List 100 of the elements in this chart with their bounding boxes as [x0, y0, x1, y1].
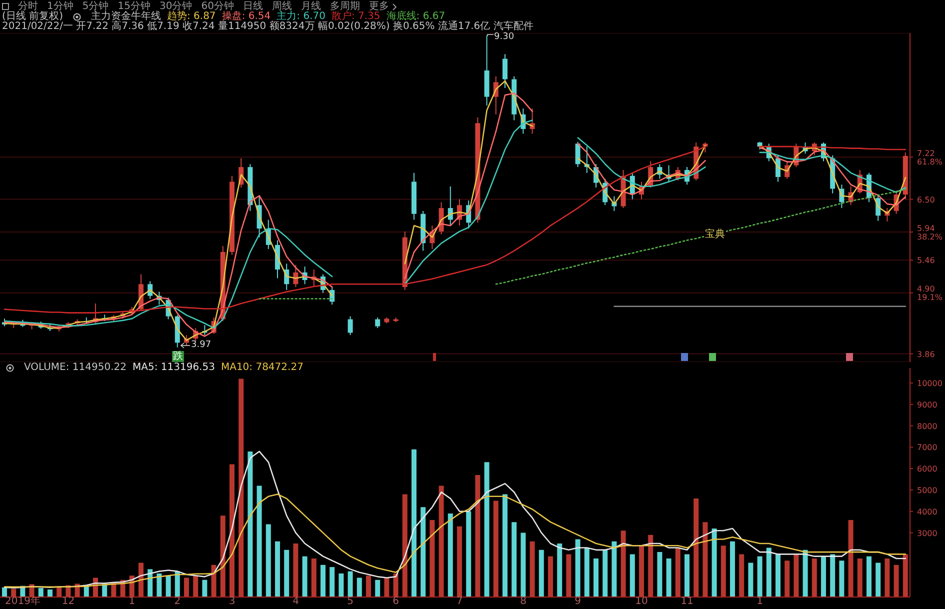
bar [566, 554, 572, 597]
line-series [4, 494, 906, 588]
x-tick-label: 2 [174, 596, 181, 608]
bar [538, 550, 544, 597]
bar [174, 571, 180, 597]
y-tick-label: 9000 [917, 400, 938, 409]
text: 海底线: 6.67 [386, 11, 446, 22]
bar [184, 578, 189, 597]
x-tick-label: 4 [292, 596, 299, 608]
bar [575, 539, 580, 597]
bar [448, 514, 453, 597]
chart-title: (日线 前复权) [2, 11, 63, 22]
chart-title: VOLUME: 114950.22 [24, 362, 126, 373]
bar [766, 548, 772, 597]
x-tick-label: 9 [574, 596, 582, 608]
bar [648, 534, 654, 597]
bar [275, 541, 280, 597]
y-tick-label: 5.94 38.2% [917, 223, 943, 241]
bar [311, 558, 316, 597]
bar [457, 526, 462, 597]
bar [902, 554, 908, 597]
bar [602, 550, 608, 597]
bar [512, 522, 517, 597]
bar [884, 558, 890, 597]
bar [748, 562, 754, 597]
bar [666, 558, 672, 597]
y-tick-label: 3.86 [917, 349, 935, 358]
bar [493, 500, 498, 597]
x-tick-label: 1 [128, 596, 136, 608]
bar [138, 562, 144, 597]
text: 操盘: 6.54 [222, 11, 271, 22]
bar [148, 569, 153, 597]
bar [38, 588, 44, 597]
bar [594, 558, 598, 597]
bar [156, 573, 162, 597]
bar [639, 546, 644, 597]
bar [784, 560, 790, 597]
bar [802, 550, 808, 597]
text: MA10: 78472.27 [220, 362, 304, 373]
text: 散户: 7.35 [331, 11, 380, 22]
y-tick-label: 5.46 [917, 256, 935, 265]
bar [293, 543, 298, 597]
bar [2, 587, 7, 597]
bar [830, 554, 836, 597]
bar [720, 546, 726, 597]
x-tick-label: 3 [228, 596, 236, 608]
y-tick-label: 3000 [917, 528, 938, 538]
bar [375, 580, 380, 597]
bar [739, 554, 744, 597]
bar [776, 554, 780, 597]
bar [202, 580, 208, 597]
bar [557, 543, 562, 597]
candlestick [502, 54, 508, 89]
bar [284, 550, 290, 597]
bar [848, 520, 854, 597]
bar [193, 576, 198, 597]
bar [384, 578, 390, 597]
candlestick [375, 317, 380, 329]
annotation: 跌 [173, 351, 183, 362]
bar [438, 486, 444, 597]
x-tick-label: 5 [347, 596, 354, 608]
bar [530, 541, 535, 597]
bar [430, 520, 435, 597]
bar [330, 567, 335, 597]
bar [839, 560, 844, 597]
bar [894, 564, 899, 597]
bar [412, 449, 416, 597]
bar [866, 556, 872, 597]
x-tick-label: 10 [635, 596, 648, 608]
annotation: 3.97 [191, 340, 212, 351]
bar [584, 548, 590, 597]
y-tick-label: 4000 [917, 506, 938, 516]
candlestick [575, 141, 580, 168]
bar [338, 573, 344, 597]
bar [702, 522, 708, 597]
bar [684, 554, 690, 597]
y-tick-label: 6.50 [917, 194, 935, 204]
y-tick-label: 7000 [917, 442, 938, 452]
bar [248, 451, 253, 597]
bar [876, 562, 881, 597]
bar [821, 556, 826, 597]
line-series [4, 450, 906, 588]
bar [466, 511, 472, 597]
annotation: 9.30 [494, 32, 514, 43]
bar [730, 541, 735, 597]
x-tick-label: 11 [680, 596, 694, 608]
chart-subtitle: 2021/02/22/一 开7.22 高7.36 低7.19 收7.24 量114950 额8324万 幅0.02(0.28%) 换0.65% 流通17.6亿 汽车配件 [2, 21, 534, 32]
bar [211, 564, 216, 597]
text: 趋势: 6.87 [166, 11, 216, 22]
x-tick-label: 6 [392, 596, 400, 608]
bar [612, 541, 617, 597]
bar [402, 494, 408, 597]
bar [520, 532, 526, 597]
bar [757, 556, 762, 597]
text: 主力: 6.70 [276, 11, 326, 22]
bar [857, 558, 862, 597]
y-tick-label: 7.22 61.8% [917, 148, 943, 166]
x-tick-label: 2019年 [5, 595, 40, 608]
bar [548, 556, 553, 597]
bar [393, 573, 398, 597]
